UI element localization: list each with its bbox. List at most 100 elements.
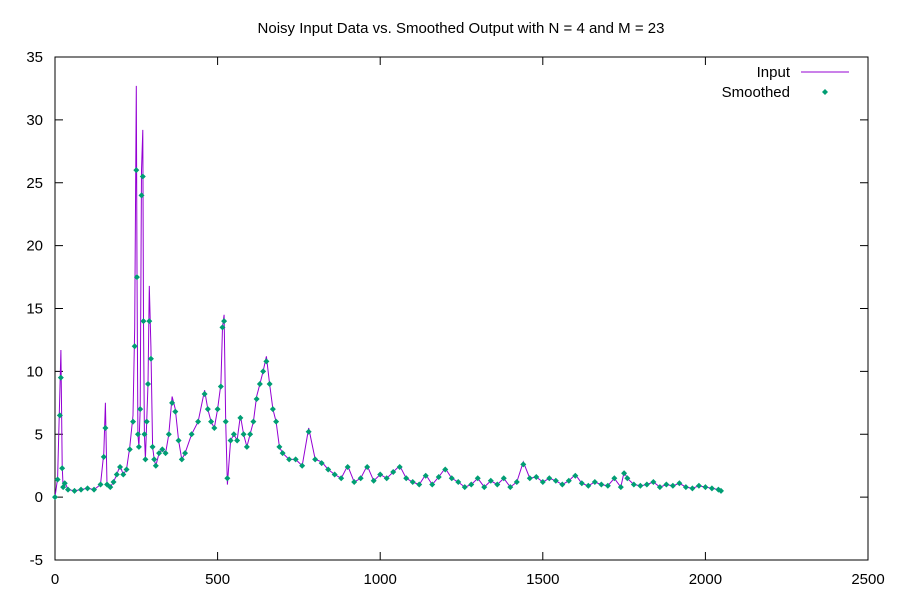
smoothed-point: [133, 274, 140, 281]
smoothed-point: [221, 318, 228, 325]
smoothed-point: [669, 482, 676, 489]
smoothed-point: [422, 472, 429, 479]
smoothed-point: [107, 484, 114, 491]
y-tick-label: 25: [26, 175, 43, 192]
smoothed-point: [84, 485, 91, 492]
smoothed-point: [135, 443, 142, 450]
smoothed-point: [416, 481, 423, 488]
y-tick-label: 30: [26, 112, 43, 129]
smoothed-point: [61, 480, 68, 487]
smoothed-point: [56, 412, 63, 419]
smoothed-point: [273, 418, 280, 425]
series-layer: [52, 85, 725, 501]
smoothed-point: [71, 487, 78, 494]
smoothed-point: [253, 396, 260, 403]
x-tick-label: 1000: [364, 571, 397, 588]
smoothed-point: [663, 481, 670, 488]
x-tick-label: 2500: [851, 571, 884, 588]
smoothed-point: [224, 475, 231, 482]
smoothed-point: [247, 431, 254, 438]
smoothed-point: [507, 484, 514, 491]
smoothed-point: [256, 380, 263, 387]
smoothed-point: [188, 431, 195, 438]
smoothed-point: [442, 466, 449, 473]
smoothed-point: [219, 324, 226, 331]
smoothed-point: [120, 471, 127, 478]
smoothed-point: [474, 475, 481, 482]
smoothed-point: [59, 465, 66, 472]
smoothed-point: [146, 318, 153, 325]
smoothed-point: [260, 368, 267, 375]
smoothed-point: [468, 481, 475, 488]
smoothed-point: [131, 343, 138, 350]
smoothed-point: [546, 475, 553, 482]
smoothed-point: [222, 418, 229, 425]
smoothed-point: [364, 463, 371, 470]
smoothed-point: [117, 463, 124, 470]
smoothed-point: [97, 481, 104, 488]
smoothed-point: [133, 167, 140, 174]
smoothed-point: [429, 481, 436, 488]
smoothed-point: [533, 474, 540, 481]
smoothed-point: [175, 437, 182, 444]
y-tick-label: 5: [35, 426, 43, 443]
smoothed-point: [145, 380, 152, 387]
smoothed-point: [152, 462, 159, 469]
smoothed-point: [299, 462, 306, 469]
chart-title: Noisy Input Data vs. Smoothed Output wit…: [258, 20, 665, 37]
smoothed-point: [91, 486, 98, 493]
smoothed-point: [383, 475, 390, 482]
smoothed-point: [134, 431, 141, 438]
smoothed-point: [237, 414, 244, 421]
smoothed-point: [172, 408, 179, 415]
y-tick-label: 0: [35, 489, 43, 506]
smoothed-point: [110, 479, 117, 486]
smoothed-point: [565, 477, 572, 484]
smoothed-point: [689, 485, 696, 492]
smoothed-point: [151, 456, 158, 463]
smoothed-point: [611, 475, 618, 482]
smoothed-point: [338, 475, 345, 482]
smoothed-point: [100, 453, 107, 460]
x-tick-label: 0: [51, 571, 59, 588]
smoothed-point: [263, 358, 270, 365]
smoothed-point: [682, 484, 689, 491]
smoothed-point: [240, 431, 247, 438]
smoothed-point: [234, 437, 241, 444]
smoothed-point: [54, 476, 61, 483]
y-tick-label: 10: [26, 363, 43, 380]
smoothed-point: [214, 406, 221, 413]
smoothed-point: [409, 479, 416, 486]
smoothed-point: [572, 472, 579, 479]
smoothed-point: [318, 460, 325, 467]
smoothed-point: [656, 484, 663, 491]
smoothed-point: [52, 494, 58, 501]
y-tick-label: -5: [30, 552, 43, 569]
smoothed-point: [142, 456, 149, 463]
smoothed-point: [351, 479, 358, 486]
smoothed-point: [621, 470, 628, 477]
smoothed-point: [208, 418, 215, 425]
legend-label-input: Input: [757, 64, 791, 81]
series-input-line: [54, 85, 722, 498]
smoothed-point: [396, 463, 403, 470]
smoothed-point: [578, 480, 585, 487]
y-tick-label: 20: [26, 238, 43, 255]
smoothed-point: [276, 443, 283, 450]
smoothed-point: [169, 399, 176, 406]
smoothed-point: [377, 471, 384, 478]
smoothed-point: [500, 475, 507, 482]
smoothed-point: [147, 355, 154, 362]
y-tick-label: 15: [26, 301, 43, 318]
x-tick-label: 2000: [689, 571, 722, 588]
smoothed-point: [217, 383, 224, 390]
smoothed-point: [331, 471, 338, 478]
smoothed-point: [279, 450, 286, 457]
smoothed-point: [286, 456, 293, 463]
smoothed-point: [250, 418, 257, 425]
smoothed-point: [585, 482, 592, 489]
smoothed-point: [559, 481, 566, 488]
smoothed-point: [617, 484, 624, 491]
smoothed-point: [137, 406, 144, 413]
axis-ticks: 0 500 1000 1500 2000 2500 -5 0 5 10 15 20 25 30 35: [26, 49, 884, 588]
